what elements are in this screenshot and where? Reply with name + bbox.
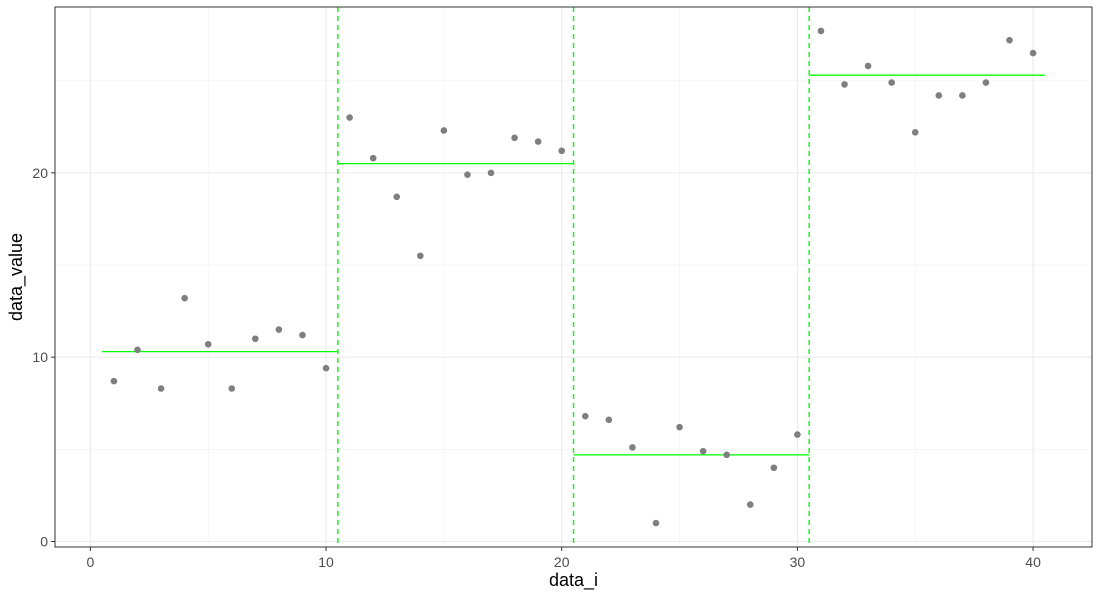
data-point: [181, 294, 188, 302]
data-point: [275, 326, 283, 333]
data-point: [770, 464, 778, 472]
data-point: [629, 444, 636, 451]
data-point: [299, 331, 306, 339]
data-point: [157, 385, 165, 392]
data-point: [369, 154, 377, 162]
data-point: [652, 519, 660, 527]
data-point: [204, 340, 212, 348]
data-point: [417, 252, 424, 260]
data-point: [959, 92, 966, 99]
data-point: [699, 447, 707, 455]
data-point: [676, 423, 683, 431]
data-point: [1029, 49, 1037, 57]
data-point: [935, 92, 943, 99]
data-point: [346, 114, 353, 121]
data-point: [558, 147, 566, 155]
segment-mean-lines: [102, 74, 1045, 456]
data-point: [746, 501, 754, 508]
data-point: [464, 171, 471, 179]
data-point: [252, 335, 259, 343]
data-point: [393, 193, 401, 201]
x-tick-label: 40: [1025, 554, 1041, 570]
data-point: [322, 364, 330, 372]
data-point: [888, 79, 895, 86]
data-point: [110, 377, 118, 385]
x-axis-title: data_i: [549, 570, 598, 591]
data-point: [817, 27, 825, 35]
data-point: [228, 385, 236, 392]
panel-border: [54, 6, 1093, 548]
data-point: [911, 129, 919, 136]
data-point: [440, 127, 448, 134]
data-point: [982, 79, 990, 86]
data-point: [841, 81, 848, 88]
data-point: [487, 169, 495, 177]
data-point: [723, 451, 730, 459]
x-tick-label: 0: [86, 554, 94, 570]
data-point: [1006, 36, 1013, 44]
y-axis-ticks: 0 10 20: [32, 165, 55, 549]
x-axis-ticks: 0 10 20 30 40: [86, 547, 1041, 570]
x-tick-label: 10: [318, 554, 334, 570]
data-points: [110, 27, 1037, 527]
data-point: [534, 138, 542, 145]
y-tick-label: 0: [40, 533, 48, 549]
data-point: [605, 416, 613, 424]
y-axis-title: data_value: [6, 233, 27, 321]
data-point: [864, 62, 872, 70]
data-point: [511, 134, 518, 142]
data-point: [794, 431, 801, 438]
data-point: [581, 412, 589, 420]
data-point: [134, 346, 141, 354]
y-tick-label: 10: [32, 349, 48, 365]
changepoint-lines: [337, 7, 810, 547]
x-tick-label: 20: [554, 554, 570, 570]
y-tick-label: 20: [32, 165, 48, 181]
x-tick-label: 30: [790, 554, 806, 570]
